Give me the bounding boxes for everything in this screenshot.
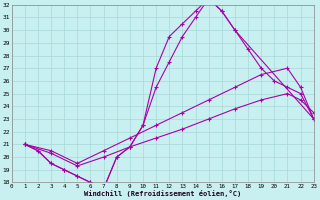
X-axis label: Windchill (Refroidissement éolien,°C): Windchill (Refroidissement éolien,°C) xyxy=(84,190,241,197)
